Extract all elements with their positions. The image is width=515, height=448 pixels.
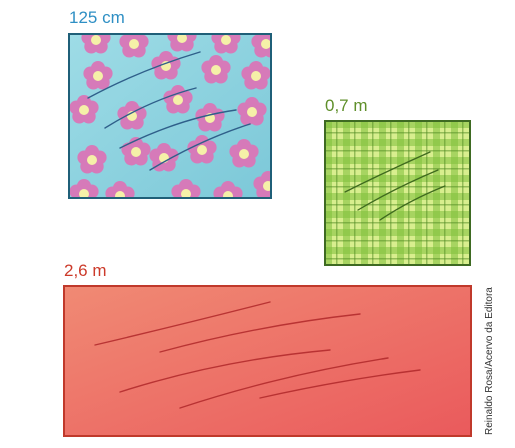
plaid-stripe <box>325 193 470 200</box>
plaid-thread <box>325 276 470 278</box>
plaid-measurement-label: 0,7 m <box>325 96 368 115</box>
flower-icon <box>195 103 225 132</box>
plaid-thread <box>444 121 446 265</box>
flower-icon <box>121 137 151 166</box>
plaid-stripe <box>487 121 494 265</box>
flower-icon <box>211 34 241 54</box>
red-fabric <box>63 285 472 437</box>
plaid-thread <box>480 121 482 265</box>
plaid-stripe <box>325 175 470 182</box>
flower-icon <box>167 34 197 52</box>
plaid-thread <box>336 121 338 265</box>
plaid-stripe <box>325 229 470 236</box>
flower-icon <box>251 34 271 58</box>
flower-icon <box>69 95 99 124</box>
plaid-thread <box>325 258 470 260</box>
plaid-fabric <box>324 120 500 278</box>
plaid-thread <box>498 121 500 265</box>
floral-wrinkles <box>87 51 251 171</box>
plaid-thread <box>325 186 470 188</box>
flower-icon <box>69 179 99 198</box>
plaid-wrinkles <box>344 151 446 221</box>
plaid-pattern <box>325 121 500 278</box>
flower-icon <box>171 179 201 198</box>
plaid-thread <box>325 222 470 224</box>
plaid-stripe <box>325 211 470 218</box>
flower-icon <box>201 55 231 84</box>
flower-icon <box>241 61 271 90</box>
plaid-thread <box>325 132 470 134</box>
plaid-thread <box>372 121 374 265</box>
flower-icon <box>253 171 271 198</box>
plaid-thread <box>408 121 410 265</box>
flower-icon <box>213 181 243 198</box>
plaid-thread <box>325 240 470 242</box>
plaid-stripe <box>325 121 470 128</box>
plaid-thread <box>462 121 464 265</box>
plaid-thread <box>426 121 428 265</box>
red-wrinkles <box>94 301 421 409</box>
plaid-stripe <box>325 247 470 254</box>
flower-icon <box>237 97 267 126</box>
red-measurement-label: 2,6 m <box>64 261 107 280</box>
plaid-thread <box>354 121 356 265</box>
image-credit: Reinaldo Rosa/Acervo da Editora <box>484 287 495 435</box>
flower-pattern <box>69 34 271 198</box>
floral-measurement-label: 125 cm <box>69 8 125 27</box>
plaid-thread <box>325 204 470 206</box>
flower-icon <box>163 85 193 114</box>
plaid-stripe <box>325 157 470 164</box>
flower-icon <box>119 34 149 58</box>
plaid-thread <box>325 168 470 170</box>
plaid-thread <box>390 121 392 265</box>
flower-icon <box>105 181 135 198</box>
flower-icon <box>229 139 259 168</box>
plaid-stripe <box>325 139 470 146</box>
plaid-stripe <box>325 265 470 272</box>
flower-icon <box>77 145 107 174</box>
flower-icon <box>83 61 113 90</box>
floral-fabric <box>68 33 272 199</box>
flower-icon <box>81 34 111 54</box>
plaid-thread <box>325 150 470 152</box>
